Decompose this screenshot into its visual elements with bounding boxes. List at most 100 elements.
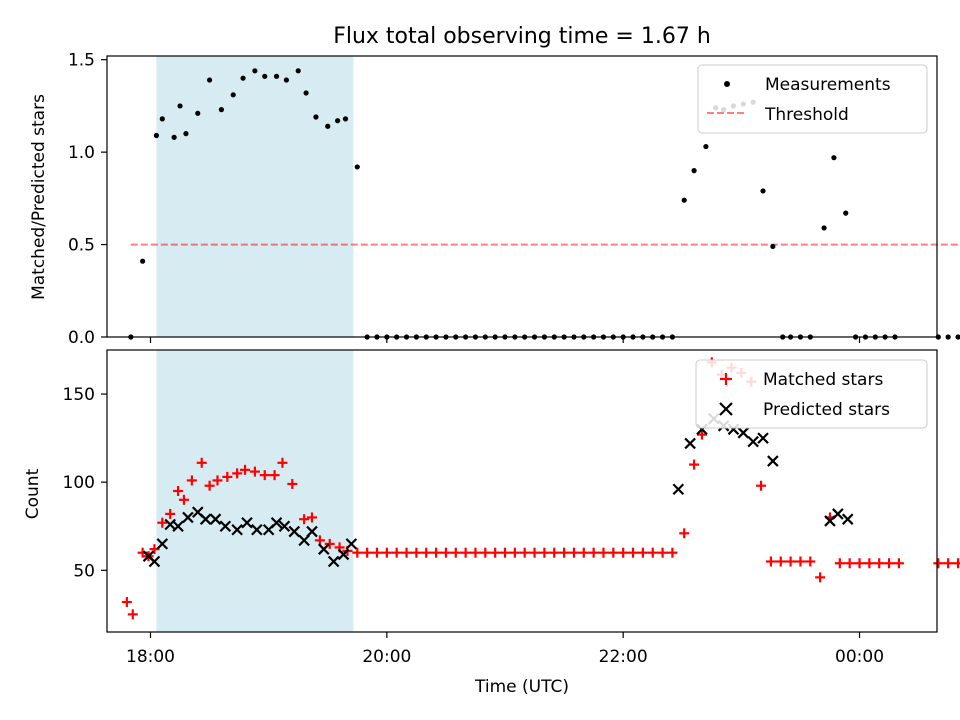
measurement-point [325,123,331,129]
measurements-legend-marker [724,81,730,87]
matched-star-point [440,547,451,558]
predicted-star-point [327,555,340,568]
matched-star-point [249,466,260,477]
predicted-star-point [737,427,750,439]
matched-star-point [381,547,392,558]
matched-star-point [637,547,648,558]
matched-star-point [549,547,560,558]
matched-star-point [628,547,639,558]
matched-star-point [173,486,184,496]
x-tick-label: 00:00 [835,647,884,667]
matched-star-point [352,547,363,558]
matched-star-point [559,547,570,558]
matched-star-point [362,547,373,558]
matched-star-point [299,514,310,525]
matched-star-point [157,517,168,528]
measurement-point [831,155,837,161]
measurement-point [821,225,827,231]
measurement-point [303,90,309,96]
matched-star-point [864,558,875,569]
matched-stars-legend-label: Matched stars [763,370,883,390]
measurement-point [760,188,766,194]
matched-star-point [480,547,491,558]
predicted-star-point [767,455,779,467]
x-tick-label: 20:00 [362,647,411,667]
matched-star-point [121,597,132,608]
matched-stars-legend-marker [720,373,732,385]
matched-star-point [933,558,944,569]
matched-star-point [568,547,579,558]
predicted-star-point [278,520,291,533]
matched-star-point [805,556,816,567]
predicted-stars-legend-label: Predicted stars [763,400,890,420]
matched-star-point [578,547,589,558]
matched-star-point [689,459,700,470]
measurement-point [335,118,341,124]
predicted-star-point [219,520,232,533]
predicted-star-point [241,516,253,529]
matched-star-point [421,547,432,558]
predicted-star-point [182,511,194,524]
bottom-y-axis-label: Count [23,468,43,519]
matched-star-point [765,556,776,567]
matched-star-point [240,464,251,475]
predicted-star-point [832,508,844,520]
predicted-star-point [298,534,310,547]
top-axes-frame [106,55,938,338]
matched-star-point [775,556,786,567]
y-tick-label: 0.5 [68,236,95,256]
matched-star-point [952,558,960,569]
top-y-axis-label: Matched/Predicted stars [29,94,49,300]
predicted-star-point [172,520,184,533]
predicted-star-point [270,516,283,529]
predicted-star-point [148,555,161,568]
matched-star-point [306,512,317,523]
measurement-point [140,258,146,264]
top-panel: 0.0 0.5 1.0 1.5 Matched/Predicted stars Mea… [29,51,960,348]
y-tick-label: 50 [73,561,95,581]
bottom-legend: Matched stars Predicted stars [695,359,928,429]
measurement-point [262,73,268,79]
chart-title: Flux total observing time = 1.67 h [333,24,711,49]
measurement-point [240,75,246,81]
matched-star-point [529,547,540,558]
x-axis-label: Time (UTC) [474,677,569,697]
measurement-point [313,114,319,120]
threshold-legend-label: Threshold [764,105,849,125]
y-tick-label: 150 [63,385,95,405]
predicted-star-point [209,513,222,525]
measurement-point [955,334,960,340]
matched-star-point [391,547,402,558]
measurements-legend-label: Measurements [765,75,891,95]
matched-star-point [795,556,806,567]
matched-star-point [186,475,197,486]
matched-star-point [539,547,550,558]
matched-star-point [834,558,845,569]
matched-star-point [519,547,530,558]
measurement-point [295,68,301,74]
measurement-point [945,334,951,340]
matched-star-point [500,547,511,558]
measurement-point [195,110,201,116]
matched-star-point [608,547,619,558]
matched-star-point [165,508,176,519]
measurement-point [177,103,183,109]
x-tick-label: 22:00 [599,647,648,667]
predicted-star-point [231,523,243,536]
predicted-star-point [841,513,854,525]
bottom-legend-frame [695,359,928,429]
matched-star-point [450,547,461,558]
observing-window-shade [156,56,354,337]
y-tick-label: 0.0 [68,328,95,348]
predicted-star-point [337,548,350,561]
observing-window-shade [156,350,354,632]
matched-star-point [222,471,233,482]
matched-star-point [204,480,215,491]
measurement-point [843,210,849,216]
matched-star-point [232,468,243,479]
matched-star-point [431,547,442,558]
matched-star-point [679,528,690,539]
predicted-stars-legend-marker [719,402,733,416]
y-tick-label: 1.5 [68,51,95,71]
